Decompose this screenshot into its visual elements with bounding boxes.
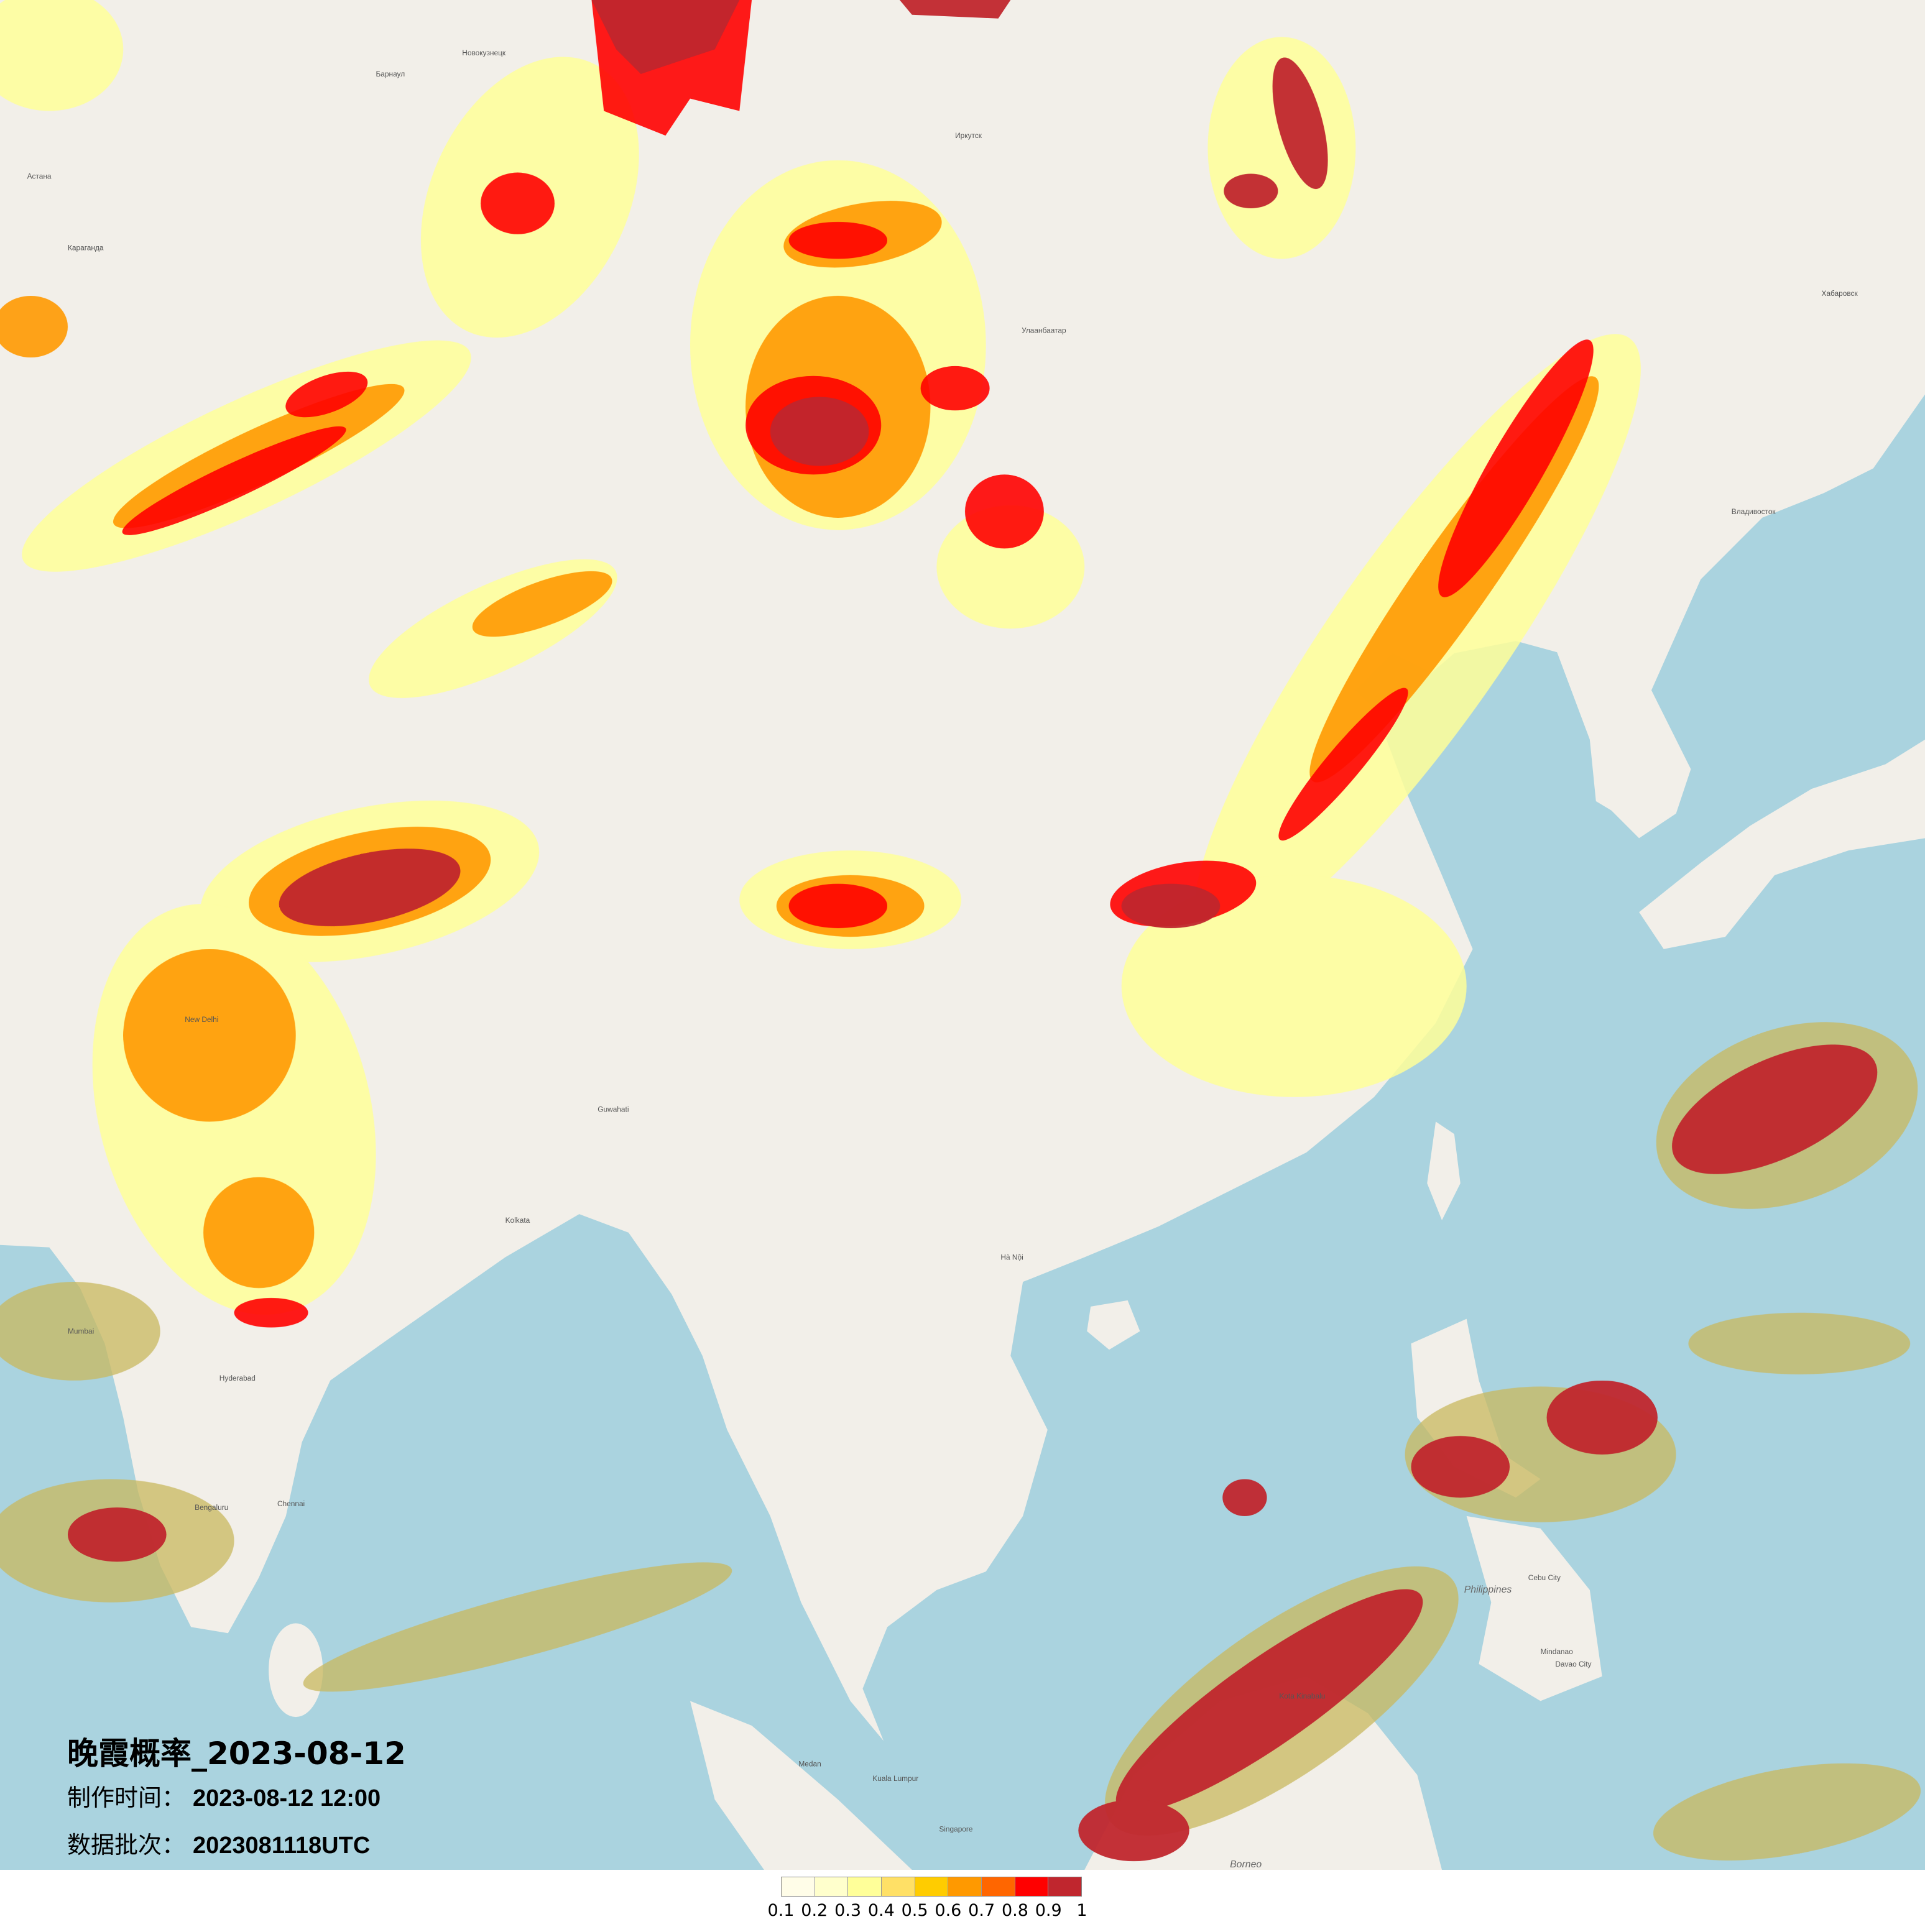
island-visayas-mindanao [1466, 1516, 1602, 1701]
place-label: Chennai [277, 1499, 305, 1508]
place-label: Хабаровск [1822, 289, 1858, 298]
legend-tick-label: 0.8 [1001, 1901, 1028, 1920]
legend-ticks: 0.1 0.2 0.3 0.4 0.5 0.6 0.7 0.8 0.9 1 [768, 1901, 1087, 1926]
island-hainan [1087, 1300, 1140, 1350]
legend-tick-label: 0.5 [901, 1901, 928, 1920]
place-label: New Delhi [185, 1015, 218, 1024]
place-label: Mumbai [68, 1327, 94, 1335]
sea-areas [0, 394, 1925, 1870]
place-label: Kota Kinabalu [1279, 1691, 1325, 1700]
legend-tick-label: 1 [1076, 1901, 1087, 1920]
legend-swatch [815, 1877, 849, 1896]
place-label: Bengaluru [195, 1503, 228, 1512]
data-batch-value: 2023081118UTC [193, 1833, 371, 1859]
legend-swatch [982, 1877, 1015, 1896]
legend-tick-label: 0.6 [935, 1901, 962, 1920]
island-sumatra [690, 1701, 912, 1870]
place-label: Улаанбаатар [1022, 326, 1066, 334]
island-sri-lanka [269, 1623, 323, 1718]
production-time: 制作时间： 2023-08-12 12:00 [67, 1773, 406, 1823]
island-taiwan [1427, 1121, 1461, 1221]
prob-1-0 [68, 0, 1878, 1862]
legend-tick-label: 0.2 [801, 1901, 828, 1920]
south-china-sea-pacific [862, 542, 1925, 1870]
place-label: Medan [798, 1759, 821, 1768]
place-label: Барнаул [376, 70, 405, 78]
legend-swatch [782, 1877, 815, 1896]
legend-tick-label: 0.9 [1035, 1901, 1062, 1920]
place-label: Астана [27, 172, 52, 181]
korean-peninsula [1553, 641, 1658, 820]
place-label: Иркутск [955, 131, 982, 140]
place-label: Philippines [1464, 1585, 1512, 1595]
data-batch-label: 数据批次： [67, 1831, 186, 1859]
legend-tick-label: 0.3 [834, 1901, 862, 1920]
legend-swatch [1048, 1877, 1082, 1896]
title-block: 晚霞概率_2023-08-12 制作时间： 2023-08-12 12:00 数据… [67, 1734, 406, 1867]
legend-swatch [1015, 1877, 1049, 1896]
place-label: Singapore [939, 1825, 973, 1834]
place-label: Новокузнецк [462, 48, 506, 57]
place-label: Караганда [68, 244, 104, 252]
legend-swatch [948, 1877, 982, 1896]
place-labels: Улаанбаатар Иркутск Хабаровск Владивосто… [27, 48, 1858, 1870]
island-japan [1639, 739, 1925, 949]
indian-ocean [0, 1214, 962, 1870]
place-label: Hyderabad [219, 1374, 256, 1382]
probability-overlay [0, 0, 1921, 1862]
legend-swatch [915, 1877, 949, 1896]
production-time-value: 2023-08-12 12:00 [193, 1785, 381, 1811]
place-label: Borneo [1230, 1859, 1262, 1870]
place-label: Владивосток [1732, 507, 1776, 516]
legend-swatch [848, 1877, 882, 1896]
production-time-label: 制作时间： [67, 1784, 186, 1811]
legend-tick-label: 0.1 [767, 1901, 795, 1920]
color-legend [781, 1877, 1082, 1897]
place-label: Guwahati [598, 1105, 629, 1114]
probability-map[interactable]: Улаанбаатар Иркутск Хабаровск Владивосто… [0, 0, 1925, 1870]
sea-of-japan [1651, 394, 1925, 801]
data-batch: 数据批次： 2023081118UTC [67, 1823, 406, 1867]
legend-swatch [882, 1877, 915, 1896]
place-label: Hà Nội [1000, 1253, 1023, 1261]
legend-tick-label: 0.4 [867, 1901, 895, 1920]
map-title: 晚霞概率_2023-08-12 [67, 1736, 406, 1772]
place-label: Cebu City [1528, 1573, 1561, 1582]
place-label: Mindanao [1541, 1647, 1574, 1656]
legend-tick-label: 0.7 [968, 1901, 995, 1920]
place-label: Kuala Lumpur [872, 1774, 918, 1783]
place-label: Davao City [1555, 1660, 1591, 1668]
place-label: Kolkata [505, 1216, 530, 1225]
